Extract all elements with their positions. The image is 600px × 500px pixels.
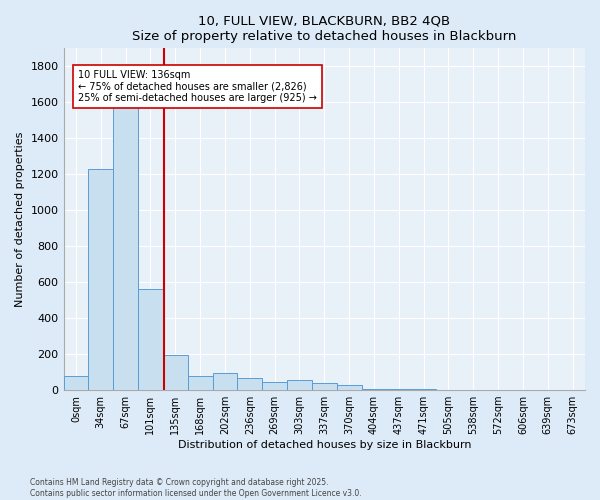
Bar <box>287 380 312 390</box>
X-axis label: Distribution of detached houses by size in Blackburn: Distribution of detached houses by size … <box>178 440 471 450</box>
Bar <box>337 384 362 390</box>
Bar <box>362 388 386 390</box>
Bar <box>64 376 88 390</box>
Bar <box>88 169 113 390</box>
Text: 10 FULL VIEW: 136sqm
← 75% of detached houses are smaller (2,826)
25% of semi-de: 10 FULL VIEW: 136sqm ← 75% of detached h… <box>78 70 317 103</box>
Bar <box>113 90 138 390</box>
Bar <box>138 290 163 390</box>
Bar <box>238 378 262 390</box>
Text: Contains HM Land Registry data © Crown copyright and database right 2025.
Contai: Contains HM Land Registry data © Crown c… <box>30 478 362 498</box>
Bar <box>163 355 188 390</box>
Bar <box>212 373 238 390</box>
Bar <box>188 376 212 390</box>
Title: 10, FULL VIEW, BLACKBURN, BB2 4QB
Size of property relative to detached houses i: 10, FULL VIEW, BLACKBURN, BB2 4QB Size o… <box>132 15 517 43</box>
Bar <box>312 383 337 390</box>
Bar <box>262 382 287 390</box>
Y-axis label: Number of detached properties: Number of detached properties <box>15 132 25 307</box>
